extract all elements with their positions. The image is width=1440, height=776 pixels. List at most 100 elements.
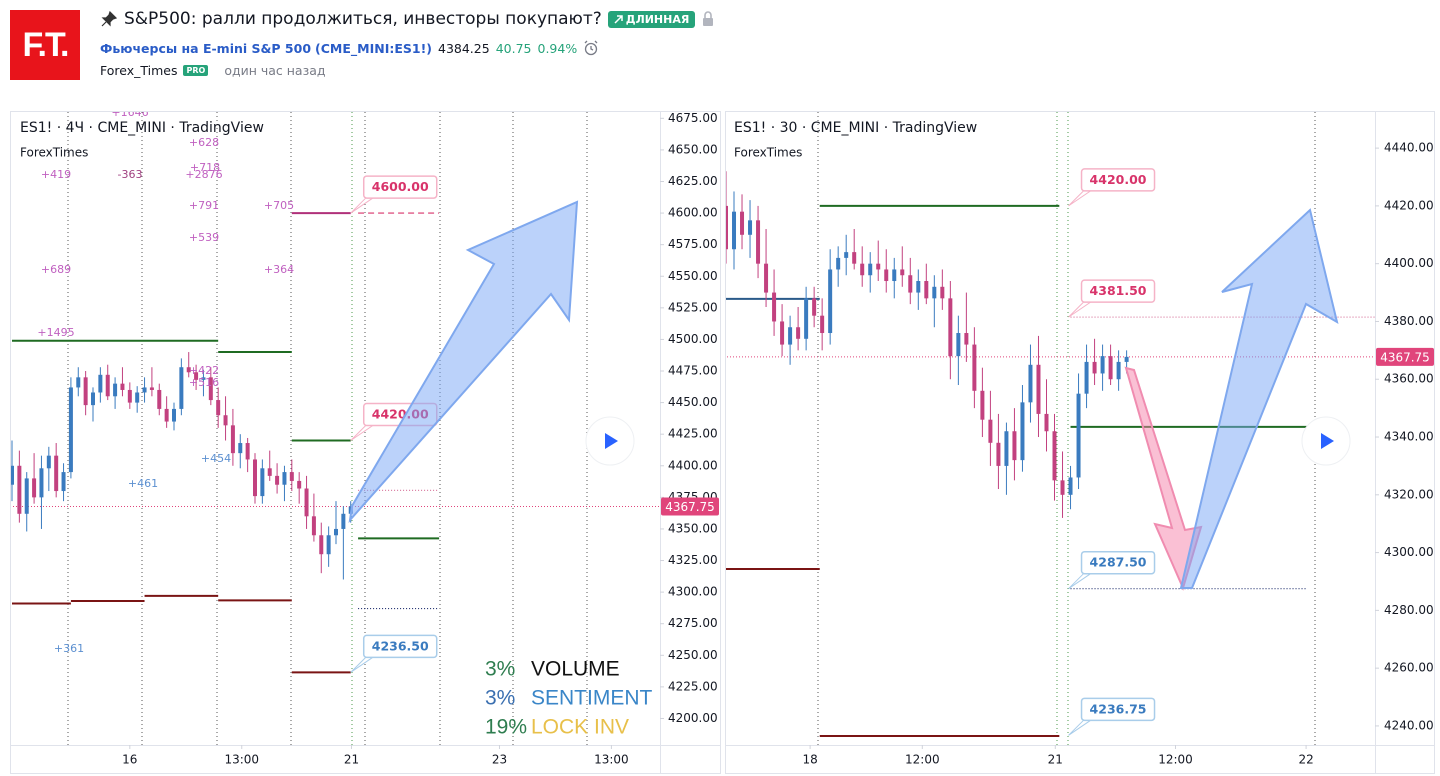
candle-body (201, 377, 206, 380)
candle-body (238, 443, 243, 454)
direction-badge[interactable]: ДЛИННАЯ (607, 10, 696, 28)
candle-body (120, 383, 125, 390)
play-icon (1321, 433, 1334, 449)
y-tick-label: 4550.00 (668, 269, 718, 283)
y-tick-label: 4625.00 (668, 174, 718, 188)
candle-body (740, 211, 745, 235)
candle-body (32, 478, 37, 498)
symbol-row: Фьючерсы на E-mini S&P 500 (CME_MINI:ES1… (100, 40, 601, 56)
candle-body (164, 408, 169, 422)
trade-note: +1495 (37, 326, 74, 339)
y-tick-label: 4575.00 (668, 237, 718, 251)
y-tick-label: 4400.00 (1384, 256, 1434, 270)
indicator-value: 3% (485, 658, 515, 681)
candle-body (820, 315, 825, 334)
price-label: 4236.50 (372, 638, 429, 653)
candle-body (334, 528, 338, 536)
y-tick-label: 4425.00 (668, 427, 718, 441)
y-tick-label: 4525.00 (668, 300, 718, 314)
price-label-box (1080, 168, 1156, 192)
y-tick-label: 4450.00 (668, 395, 718, 409)
trade-note: -363 (118, 168, 143, 181)
price: 4384.25 (438, 40, 490, 56)
pro-badge: PRO (183, 65, 209, 76)
author-row: Forex_Times PRO один час назад (100, 63, 326, 78)
y-tick-label: 4380.00 (1384, 314, 1434, 328)
candle-body (311, 516, 316, 536)
candle-body (194, 372, 199, 380)
candle-body (24, 478, 29, 514)
candle-body (83, 377, 88, 406)
price-label-box (362, 175, 438, 199)
lock-icon (703, 11, 714, 26)
trade-note: +516 (189, 376, 219, 389)
candle-body (940, 286, 945, 299)
change: 40.75 (495, 40, 532, 56)
candle-body (1044, 413, 1049, 432)
y-tick-label: 4440.00 (1384, 141, 1434, 155)
x-tick-label: 13:00 (224, 753, 259, 767)
last-price-label: 4367.75 (665, 500, 715, 514)
y-tick-label: 4300.00 (668, 585, 718, 599)
candle-body (764, 263, 769, 293)
candle-body (186, 367, 191, 373)
candle-body (54, 455, 59, 492)
title-row: S&P500: ралли продолжиться, инвесторы по… (100, 9, 715, 29)
candle-body (135, 392, 140, 403)
y-tick-label: 4250.00 (668, 648, 718, 662)
candle-body (1060, 480, 1065, 495)
candle-body (1036, 364, 1041, 414)
candle-body (788, 327, 793, 345)
candle-body (149, 387, 154, 390)
candle-body (105, 374, 110, 397)
candle-body (892, 269, 897, 282)
symbol-ticker[interactable]: (CME_MINI:ES1!) (315, 40, 432, 56)
y-tick-label: 4320.00 (1384, 487, 1434, 501)
chart-title: ES1! · 4Ч · CME_MINI · TradingView (20, 120, 264, 136)
candle-body (1076, 393, 1081, 478)
trade-note: +791 (189, 199, 219, 212)
trade-note: +461 (128, 477, 158, 490)
candle-body (245, 443, 250, 460)
candle-body (76, 377, 81, 388)
symbol-name[interactable]: Фьючерсы на E-mini S&P 500 (100, 40, 312, 56)
y-tick-label: 4280.00 (1384, 603, 1434, 617)
trade-note: +419 (41, 168, 71, 181)
candle-body (988, 419, 993, 443)
candle-body (908, 275, 913, 293)
plot-area (726, 171, 1375, 738)
candle-body (868, 263, 873, 276)
candle-body (956, 333, 961, 357)
candle-body (1084, 361, 1089, 394)
alarm-icon[interactable] (583, 40, 601, 56)
candle-body (796, 327, 801, 339)
candle-body (844, 252, 849, 258)
candle-body (230, 425, 235, 454)
candle-body (91, 392, 95, 406)
trade-note: +364 (264, 263, 294, 276)
price-label-box (1080, 279, 1156, 303)
candle-body (1116, 361, 1121, 380)
candle-body (341, 513, 346, 529)
candle-body (732, 211, 737, 250)
candle-body (68, 387, 73, 473)
author[interactable]: Forex_Times (100, 63, 178, 78)
x-tick-label: 16 (122, 753, 137, 767)
y-tick-label: 4420.00 (1384, 198, 1434, 212)
candle-body (804, 298, 809, 339)
y-tick-label: 4240.00 (1384, 718, 1434, 732)
trade-note: +718 (190, 161, 220, 174)
candle-body (304, 488, 309, 517)
candle-body (275, 475, 280, 485)
chart-panel: 4240.00 4260.00 4280.00 4300.00 4320.00 4340.… (725, 111, 1435, 774)
y-tick-label: 4675.00 (668, 111, 718, 125)
candle-body (113, 383, 118, 397)
idea-header: F.T. S&P500: ралли продолжиться, инвесто… (0, 0, 1440, 100)
indicator-name: SENTIMENT (531, 687, 653, 710)
play-icon (605, 433, 618, 449)
candle-body (216, 400, 221, 416)
x-tick-label: 23 (492, 753, 507, 767)
candle-body (253, 459, 257, 497)
candle-body (172, 408, 176, 422)
